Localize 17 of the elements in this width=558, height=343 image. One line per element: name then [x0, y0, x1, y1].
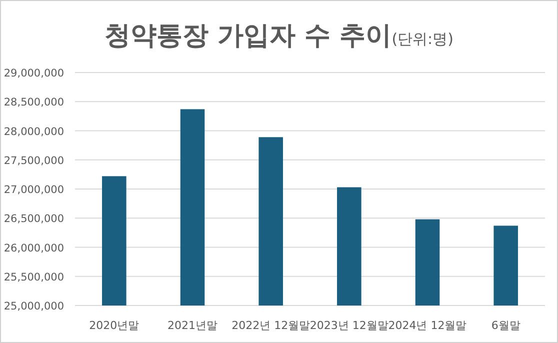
- x-tick-label: 2020년말: [89, 319, 140, 332]
- y-tick-label: 29,000,000: [4, 68, 64, 80]
- y-tick-label: 25,500,000: [4, 271, 64, 284]
- y-tick-label: 26,500,000: [4, 213, 64, 226]
- x-tick-label: 2024년 12월말: [388, 319, 467, 332]
- chart-subtitle: (단위:명): [392, 30, 454, 48]
- chart-title: 청약통장 가입자 수 추이: [104, 21, 392, 51]
- y-tick-label: 27,000,000: [4, 184, 64, 196]
- x-tick-label: 2023년 12월말: [310, 319, 388, 332]
- x-tick-label: 2021년말: [168, 319, 218, 332]
- y-tick-label: 25,000,000: [4, 300, 64, 312]
- y-tick-label: 28,500,000: [4, 96, 64, 109]
- x-tick-label: 2022년 12월말: [232, 319, 310, 332]
- x-tick-label: 6월말: [491, 319, 520, 332]
- y-tick-label: 26,000,000: [4, 242, 64, 254]
- y-tick-label: 28,000,000: [4, 126, 64, 138]
- y-tick-label: 27,500,000: [4, 154, 64, 167]
